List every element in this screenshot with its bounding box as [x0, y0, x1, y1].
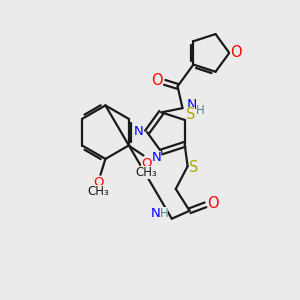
- Text: N: N: [151, 207, 161, 220]
- Text: N: N: [134, 125, 144, 138]
- Text: CH₃: CH₃: [136, 166, 157, 179]
- Text: S: S: [186, 107, 195, 122]
- Text: O: O: [141, 157, 152, 170]
- Text: S: S: [189, 160, 198, 175]
- Text: O: O: [208, 196, 219, 211]
- Text: N: N: [186, 98, 197, 112]
- Text: N: N: [152, 152, 161, 164]
- Text: H: H: [196, 103, 205, 117]
- Text: H: H: [160, 207, 168, 220]
- Text: O: O: [93, 176, 104, 189]
- Text: O: O: [230, 45, 242, 60]
- Text: CH₃: CH₃: [88, 185, 110, 198]
- Text: O: O: [151, 73, 163, 88]
